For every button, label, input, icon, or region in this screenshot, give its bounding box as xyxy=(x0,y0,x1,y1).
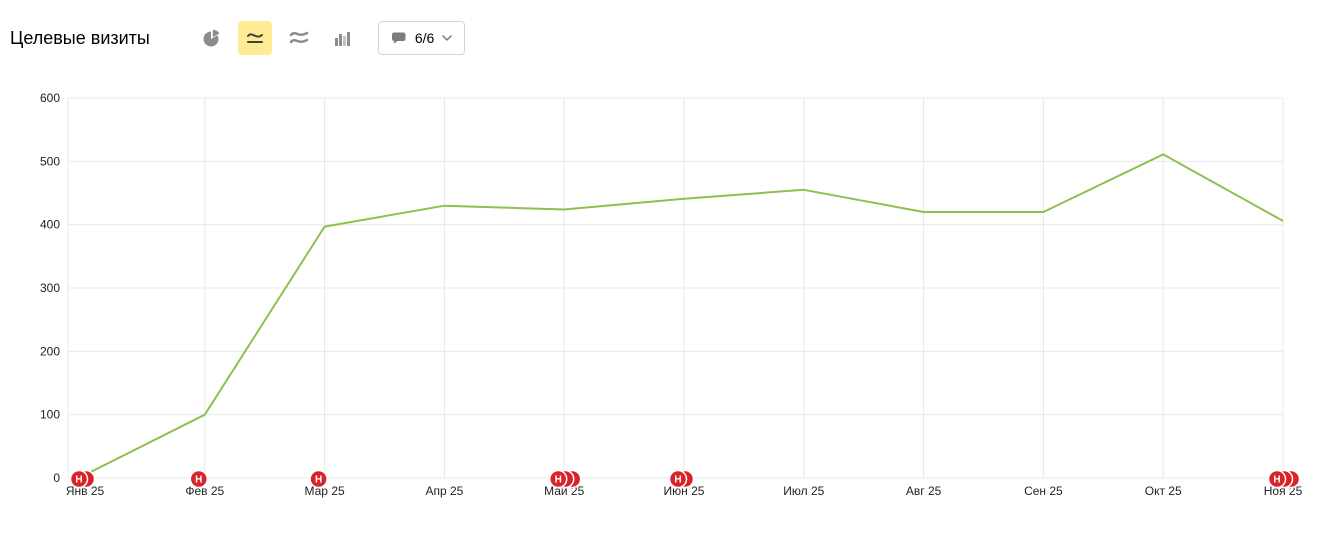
svg-text:Июл 25: Июл 25 xyxy=(783,484,824,498)
svg-text:Авг 25: Авг 25 xyxy=(906,484,942,498)
area-chart-icon xyxy=(289,31,309,44)
svg-text:Н: Н xyxy=(195,475,202,486)
comments-count: 6/6 xyxy=(414,30,435,46)
svg-text:0: 0 xyxy=(53,471,60,485)
svg-text:Мар 25: Мар 25 xyxy=(305,484,345,498)
chevron-down-icon xyxy=(442,34,453,41)
chart-type-pie-button[interactable] xyxy=(194,21,228,55)
svg-text:Сен 25: Сен 25 xyxy=(1024,484,1063,498)
svg-text:Н: Н xyxy=(315,475,322,486)
svg-text:500: 500 xyxy=(40,154,60,168)
svg-text:Июн 25: Июн 25 xyxy=(664,484,705,498)
svg-text:Окт 25: Окт 25 xyxy=(1145,484,1182,498)
series-line[interactable] xyxy=(84,153,1284,476)
svg-text:300: 300 xyxy=(40,281,60,295)
svg-text:100: 100 xyxy=(40,408,60,422)
y-axis-labels: 0 100 200 300 400 500 600 xyxy=(40,91,60,485)
svg-text:200: 200 xyxy=(40,344,60,358)
svg-text:600: 600 xyxy=(40,91,60,105)
note-badge[interactable]: Н xyxy=(309,469,328,489)
svg-text:Н: Н xyxy=(674,475,681,486)
svg-text:Фев 25: Фев 25 xyxy=(185,484,224,498)
chart-type-line-button[interactable] xyxy=(237,21,272,55)
note-badge[interactable]: Н xyxy=(668,469,695,489)
svg-text:Н: Н xyxy=(555,475,562,486)
chart-type-column-button[interactable] xyxy=(326,21,360,55)
widget-header: Целевые визиты xyxy=(10,20,466,56)
line-chart-icon xyxy=(246,33,263,43)
note-badge[interactable]: Н xyxy=(189,469,209,489)
comment-bubble-icon xyxy=(391,32,406,44)
grid-lines xyxy=(67,97,1284,479)
chart-type-switcher xyxy=(194,21,360,55)
svg-text:Апр 25: Апр 25 xyxy=(425,484,463,498)
note-badge[interactable]: Н xyxy=(1267,469,1301,489)
svg-text:Н: Н xyxy=(75,475,82,486)
column-chart-icon xyxy=(334,32,350,46)
chart-type-area-button[interactable] xyxy=(282,21,316,55)
svg-text:400: 400 xyxy=(40,218,60,232)
comments-dropdown-button[interactable]: 6/6 xyxy=(377,21,466,55)
note-badge[interactable]: Н xyxy=(69,469,96,489)
note-badge[interactable]: Н xyxy=(548,469,582,489)
svg-text:Н: Н xyxy=(1273,475,1280,486)
widget-title: Целевые визиты xyxy=(10,27,150,48)
pie-chart-icon xyxy=(203,29,220,47)
x-axis-labels: Янв 25 Фев 25 Мар 25 Апр 25 Май 25 Июн 25 Июл … xyxy=(66,484,1303,498)
